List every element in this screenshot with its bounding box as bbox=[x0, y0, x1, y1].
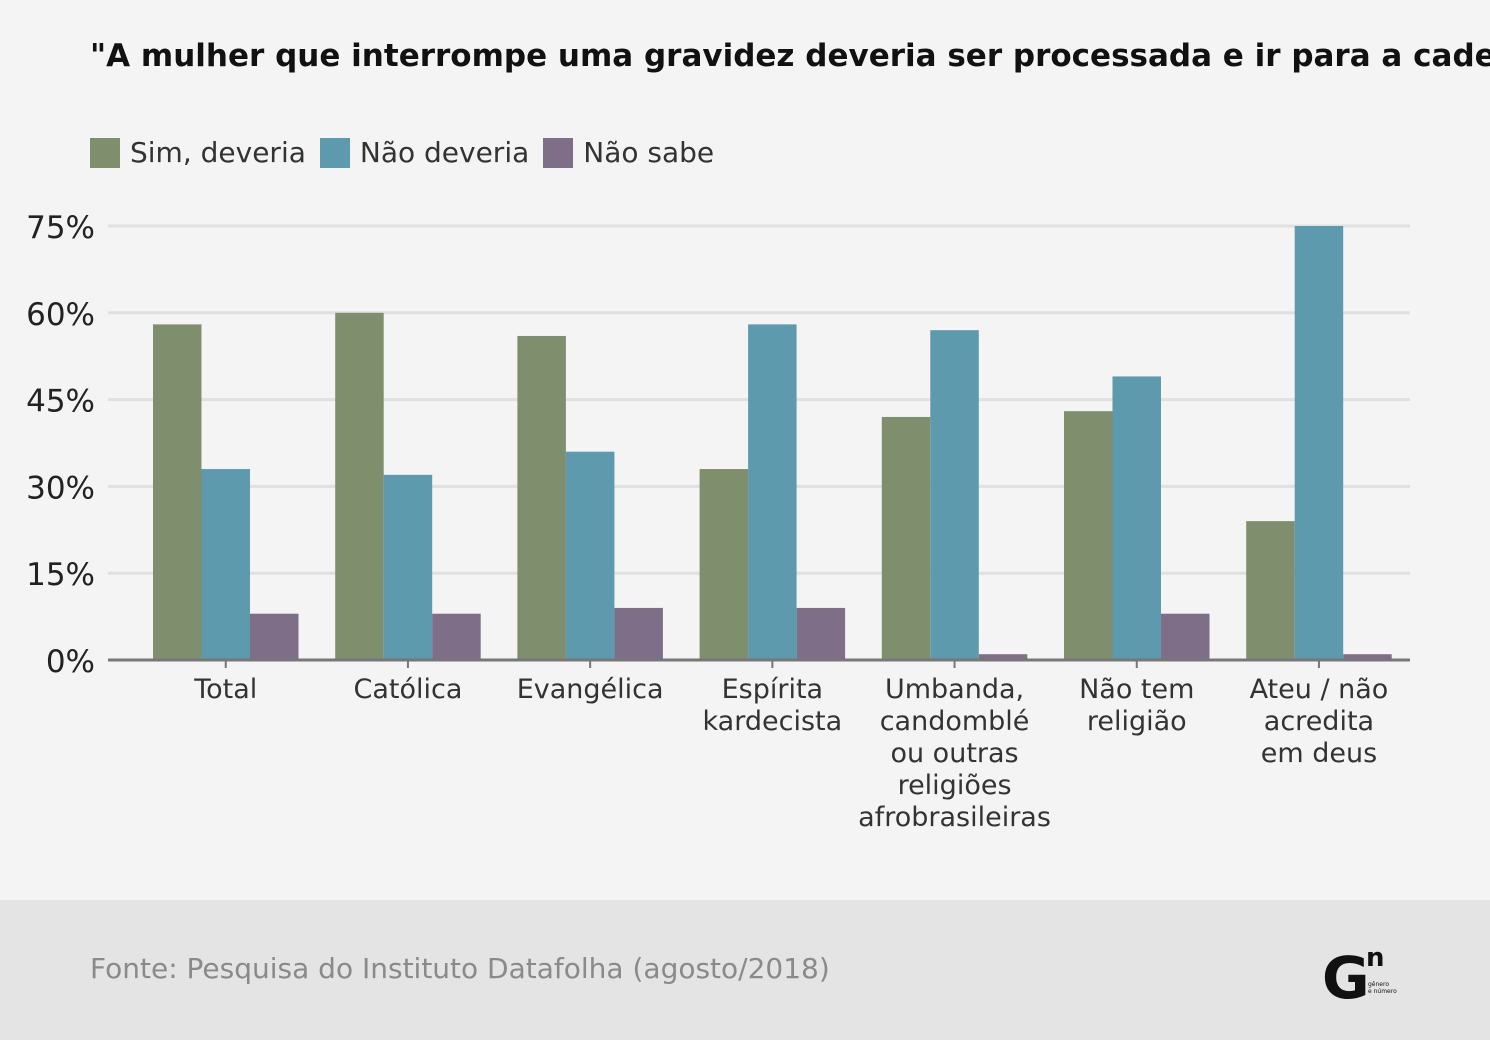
genero-e-numero-logo: G n gênero e número bbox=[1322, 943, 1397, 1006]
bar bbox=[1246, 521, 1295, 660]
bar bbox=[1343, 654, 1392, 660]
logo-caption-1: gênero bbox=[1368, 981, 1389, 988]
bar bbox=[517, 335, 566, 660]
x-tick-label: Católica bbox=[353, 674, 462, 705]
bar bbox=[614, 607, 663, 660]
y-tick-label: 45% bbox=[26, 384, 95, 420]
bar bbox=[565, 451, 615, 660]
legend-label-nao-deveria: Não deveria bbox=[359, 136, 530, 169]
bar bbox=[881, 416, 931, 660]
bar bbox=[383, 474, 433, 660]
bar bbox=[699, 469, 749, 660]
bar bbox=[201, 469, 250, 660]
footer: Fonte: Pesquisa do Instituto Datafolha (… bbox=[0, 900, 1490, 1040]
legend-item-nao-sabe: Não sabe bbox=[543, 136, 714, 169]
legend-swatch-nao-deveria bbox=[319, 137, 350, 168]
bar-chart: 0% 15% 30% 45% 60% 75% Total Católica Evangélica… bbox=[26, 210, 1410, 833]
chart-title: "A mulher que interrompe uma gravidez de… bbox=[90, 38, 1490, 74]
legend-item-sim: Sim, deveria bbox=[90, 136, 306, 169]
bar bbox=[978, 654, 1028, 660]
logo-caption-2: e número bbox=[1368, 988, 1397, 995]
y-tick-label: 15% bbox=[26, 557, 95, 593]
source-note: Fonte: Pesquisa do Instituto Datafolha (… bbox=[90, 952, 830, 985]
logo-superscript: n bbox=[1366, 943, 1385, 973]
bar bbox=[796, 607, 846, 660]
bar bbox=[1064, 411, 1113, 660]
y-tick-label: 75% bbox=[26, 210, 95, 246]
legend-swatch-nao-sabe bbox=[543, 137, 574, 168]
y-tick-label: 60% bbox=[26, 297, 95, 333]
bar bbox=[930, 330, 979, 660]
bar bbox=[1294, 226, 1344, 660]
bar bbox=[432, 613, 481, 660]
bar bbox=[250, 613, 299, 660]
y-tick-label: 0% bbox=[46, 644, 95, 680]
legend-swatch-sim bbox=[90, 137, 120, 168]
bar bbox=[1161, 613, 1210, 660]
x-tick-label: Ateu / não acredita em deus bbox=[1250, 674, 1389, 769]
bar bbox=[153, 324, 202, 660]
legend-item-nao-deveria: Não deveria bbox=[319, 136, 530, 169]
y-tick-label: 30% bbox=[26, 470, 95, 506]
chart-legend: Sim, deveria Não deveria Não sabe bbox=[90, 136, 728, 169]
x-tick-label: Espírita kardecista bbox=[703, 674, 843, 737]
x-tick-label: Umbanda, candomblé ou outras religiões afrob… bbox=[858, 674, 1051, 833]
x-tick-label: Total bbox=[193, 674, 257, 705]
bar bbox=[335, 312, 384, 660]
bar bbox=[748, 324, 797, 660]
x-tick-label: Evangélica bbox=[517, 674, 664, 705]
legend-label-sim: Sim, deveria bbox=[130, 136, 306, 169]
bar bbox=[1112, 376, 1161, 660]
legend-label-nao-sabe: Não sabe bbox=[583, 136, 715, 169]
logo-mark: G bbox=[1322, 944, 1370, 1006]
x-tick-label: Não tem religião bbox=[1079, 674, 1194, 737]
